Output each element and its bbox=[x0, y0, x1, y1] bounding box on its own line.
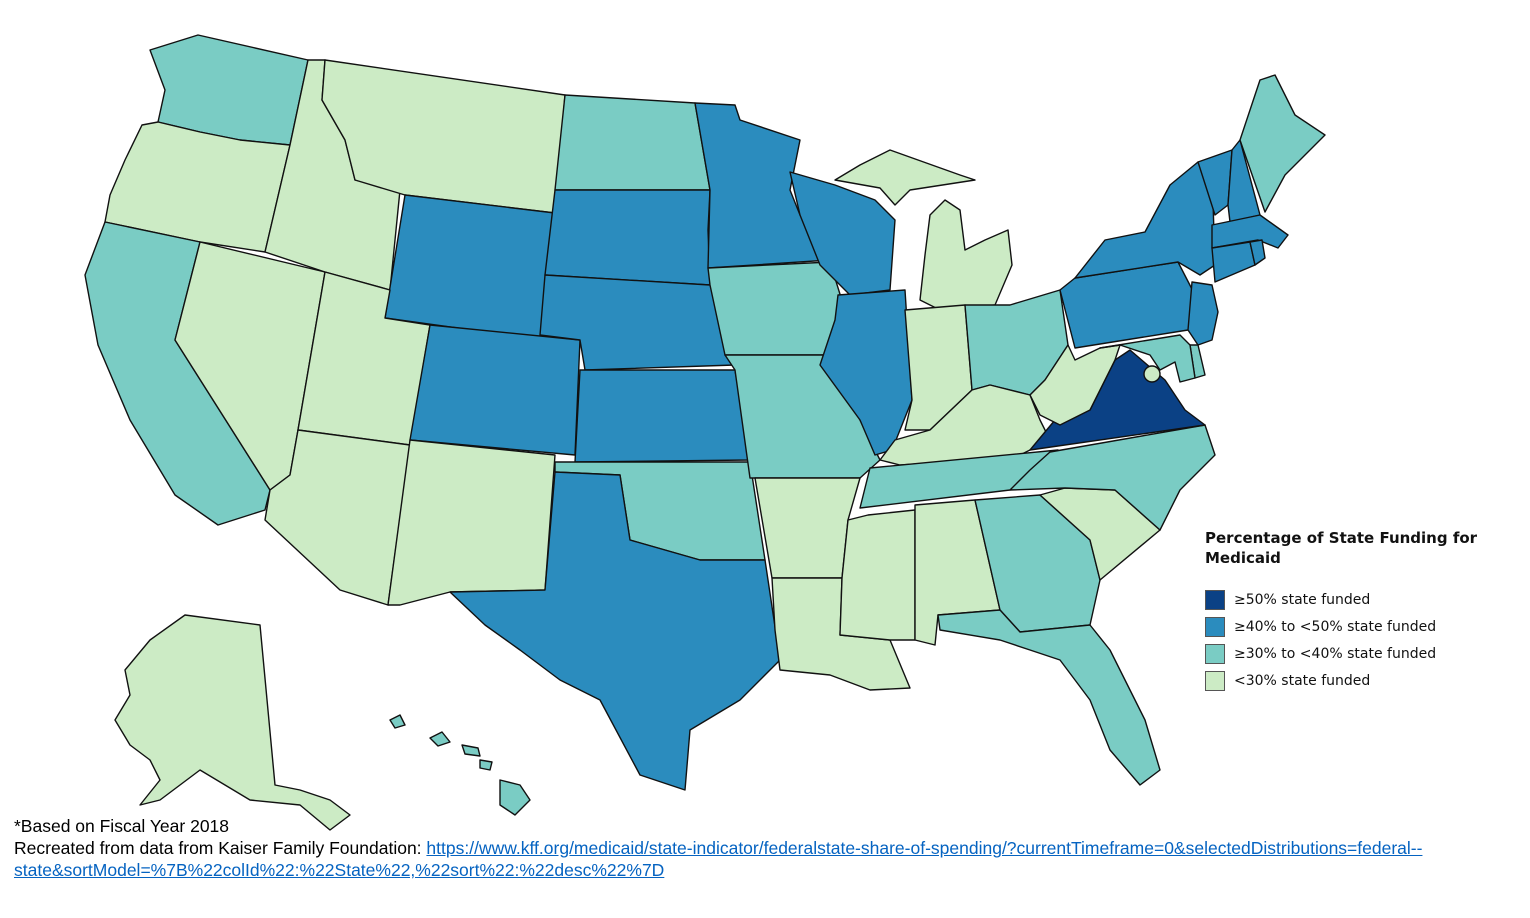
state-NM bbox=[387, 439, 556, 606]
state-ME bbox=[1239, 74, 1326, 213]
state-AK bbox=[114, 614, 351, 831]
state-MN bbox=[694, 102, 831, 269]
state-DC bbox=[1143, 365, 1161, 383]
state-NC bbox=[1009, 424, 1216, 531]
state-FL bbox=[937, 609, 1161, 786]
legend-swatch bbox=[1205, 589, 1225, 610]
state-MD bbox=[1099, 334, 1196, 383]
state-CO bbox=[409, 324, 581, 456]
state-MS bbox=[839, 509, 916, 641]
source-line: Recreated from data from Kaiser Family F… bbox=[14, 837, 1530, 881]
legend-label: ≥40% to <50% state funded bbox=[1234, 618, 1437, 635]
map-legend: Percentage of State Funding for Medicaid… bbox=[1205, 528, 1505, 694]
legend-item-40-50: ≥40% to <50% state funded bbox=[1205, 613, 1505, 640]
footer: *Based on Fiscal Year 2018 Recreated fro… bbox=[14, 815, 1530, 881]
legend-item-50-plus: ≥50% state funded bbox=[1205, 586, 1505, 613]
state-KS bbox=[574, 369, 751, 463]
state-RI bbox=[1249, 239, 1266, 266]
state-SD bbox=[544, 189, 711, 286]
state-HI bbox=[389, 714, 531, 816]
state-WV bbox=[1029, 344, 1121, 426]
state-WI bbox=[789, 171, 896, 296]
legend-swatch bbox=[1205, 670, 1225, 691]
legend-swatch bbox=[1205, 643, 1225, 664]
legend-item-30-40: ≥30% to <40% state funded bbox=[1205, 640, 1505, 667]
legend-label: <30% state funded bbox=[1234, 672, 1371, 689]
state-ND bbox=[554, 94, 711, 191]
state-NY bbox=[1074, 161, 1216, 279]
state-MI bbox=[834, 149, 1013, 311]
legend-item-under-30: <30% state funded bbox=[1205, 667, 1505, 694]
legend-swatch bbox=[1205, 616, 1225, 637]
state-TX bbox=[449, 471, 781, 791]
legend-title: Percentage of State Funding for Medicaid bbox=[1205, 529, 1478, 567]
fiscal-year-note: *Based on Fiscal Year 2018 bbox=[14, 816, 230, 836]
state-WY bbox=[384, 194, 556, 341]
state-CT bbox=[1211, 241, 1256, 283]
state-IA bbox=[707, 261, 849, 356]
source-prefix: Recreated from data from Kaiser Family F… bbox=[14, 838, 422, 858]
state-NJ bbox=[1187, 281, 1219, 346]
legend-label: ≥30% to <40% state funded bbox=[1234, 645, 1437, 662]
legend-label: ≥50% state funded bbox=[1234, 591, 1371, 608]
source-link[interactable]: https://www.kff.org/medicaid/state-indic… bbox=[14, 838, 1423, 880]
